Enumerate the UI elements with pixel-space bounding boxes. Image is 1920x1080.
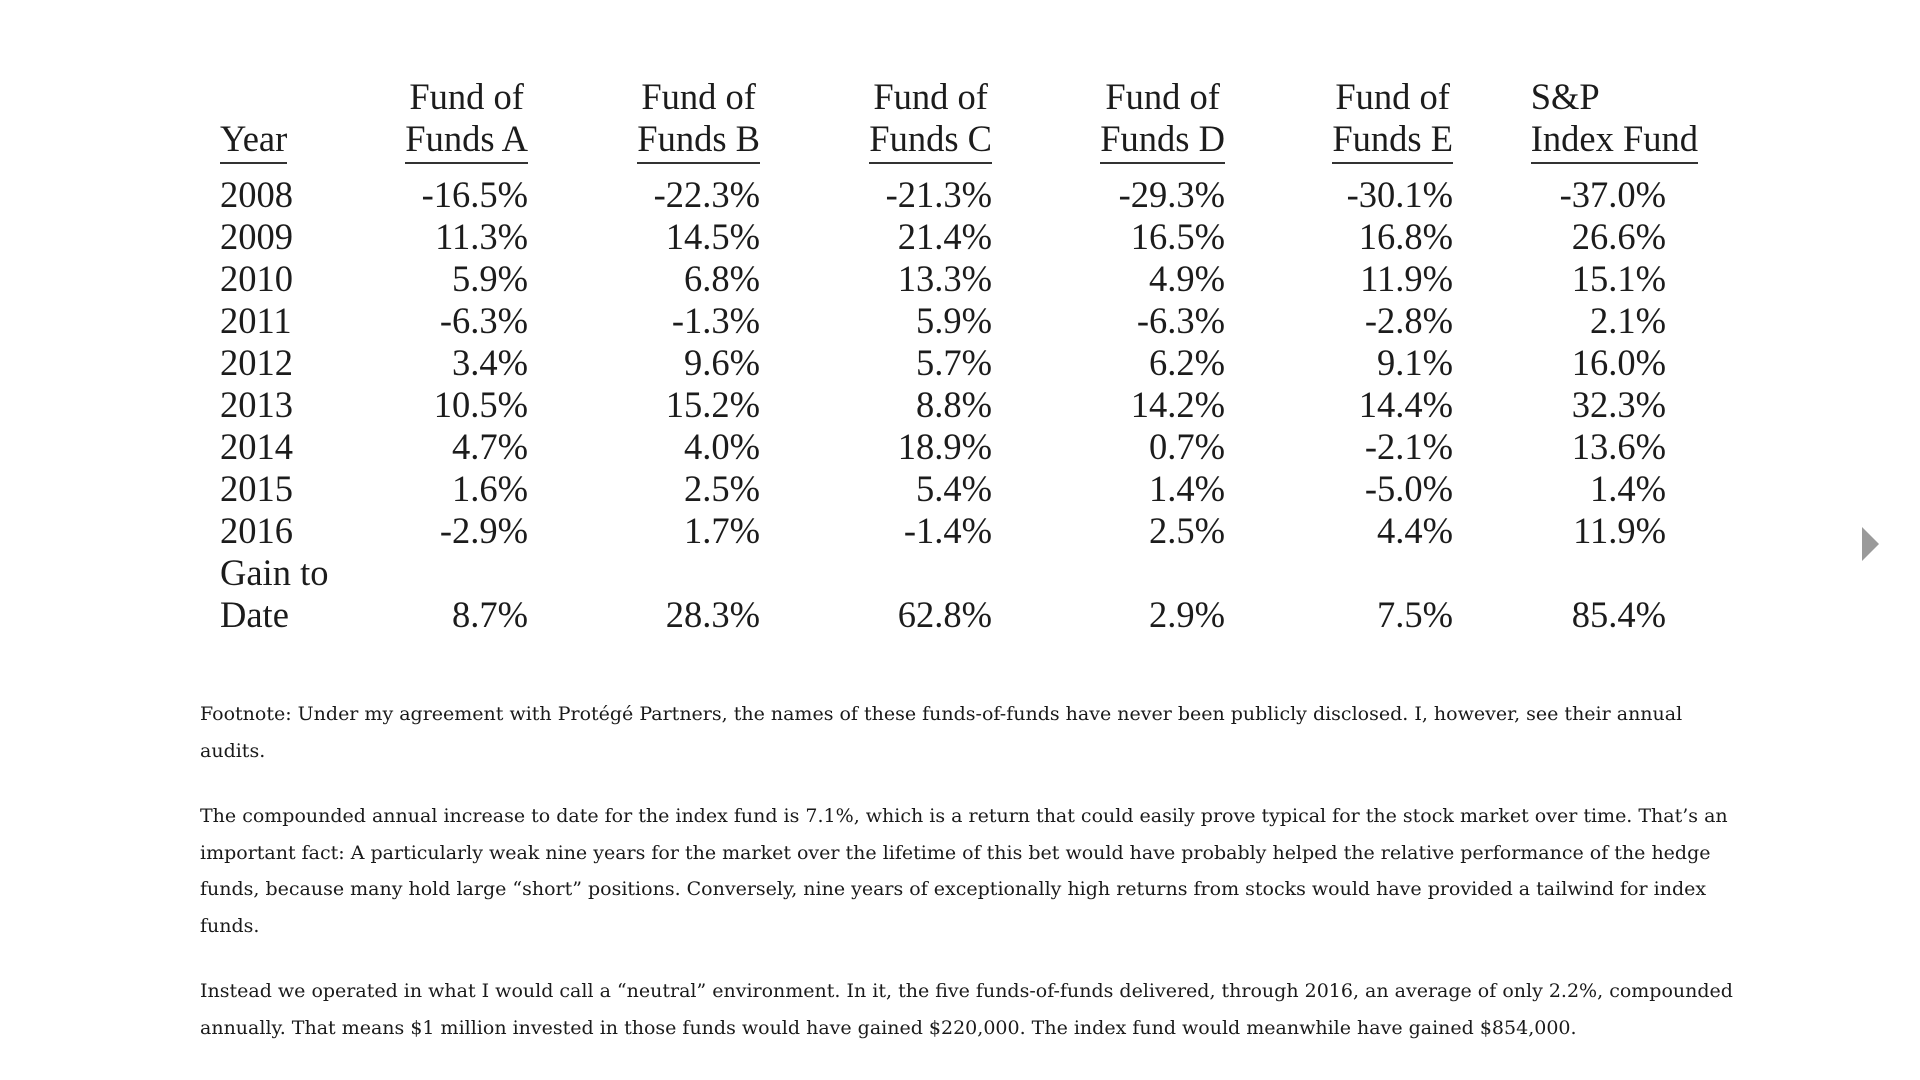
article-text: Footnote: Under my agreement with Protég… xyxy=(200,696,1750,1075)
table-row: 2009 11.3% 14.5% 21.4% 16.5% 16.8% 26.6% xyxy=(220,216,1698,258)
return-cell-d: 16.5% xyxy=(1130,216,1225,257)
return-cell-a: -16.5% xyxy=(421,174,528,215)
table-row-gain-to-date: Gain to Date 8.7% 28.3% 62.8% 2.9% 7.5% 8… xyxy=(220,552,1698,636)
return-cell-c: 18.9% xyxy=(897,426,992,467)
return-cell-c: -21.3% xyxy=(885,174,992,215)
year-cell: 2009 xyxy=(220,216,293,257)
year-cell: 2016 xyxy=(220,510,293,551)
return-cell-b: 15.2% xyxy=(665,384,760,425)
return-cell-a: 3.4% xyxy=(451,342,528,383)
gain-to-date-fund-a: 8.7% xyxy=(451,594,528,635)
column-header-fund-c: Fund of Funds C xyxy=(760,68,992,170)
return-cell-d: 14.2% xyxy=(1130,384,1225,425)
return-cell-a: 4.7% xyxy=(451,426,528,467)
return-cell-e: -5.0% xyxy=(1364,468,1453,509)
gain-to-date-fund-b: 28.3% xyxy=(665,594,760,635)
table-row: 2010 5.9% 6.8% 13.3% 4.9% 11.9% 15.1% xyxy=(220,258,1698,300)
return-cell-e: 4.4% xyxy=(1376,510,1453,551)
return-cell-b: 6.8% xyxy=(683,258,760,299)
return-cell-d: 0.7% xyxy=(1148,426,1225,467)
column-header-fund-d: Fund of Funds D xyxy=(992,68,1225,170)
return-cell-e: 11.9% xyxy=(1360,258,1453,299)
table-row: 2012 3.4% 9.6% 5.7% 6.2% 9.1% 16.0% xyxy=(220,342,1698,384)
year-cell: 2012 xyxy=(220,342,293,383)
return-cell-c: 8.8% xyxy=(915,384,992,425)
return-cell-sp: 16.0% xyxy=(1571,342,1666,383)
gain-to-date-sp-index-fund: 85.4% xyxy=(1571,594,1666,635)
return-cell-b: -22.3% xyxy=(653,174,760,215)
return-cell-d: 4.9% xyxy=(1148,258,1225,299)
return-cell-b: 14.5% xyxy=(665,216,760,257)
column-header-sp-index-fund: S&P Index Fund xyxy=(1479,68,1698,170)
return-cell-b: 2.5% xyxy=(683,468,760,509)
return-cell-sp: 13.6% xyxy=(1571,426,1666,467)
column-header-fund-b: Fund of Funds B xyxy=(528,68,760,170)
return-cell-e: -2.1% xyxy=(1364,426,1453,467)
year-cell: 2011 xyxy=(220,300,292,341)
gain-to-date-fund-e: 7.5% xyxy=(1376,594,1453,635)
column-header-fund-e: Fund of Funds E xyxy=(1225,68,1479,170)
return-cell-b: -1.3% xyxy=(671,300,760,341)
return-cell-b: 1.7% xyxy=(683,510,760,551)
table-body: 2008 -16.5% -22.3% -21.3% -29.3% -30.1% -37.0%… xyxy=(220,170,1698,552)
fund-performance-table: Year Fund of Funds A Fund of Funds B Fund … xyxy=(220,68,1698,636)
return-cell-a: 10.5% xyxy=(433,384,528,425)
return-cell-d: 6.2% xyxy=(1148,342,1225,383)
fund-performance-table-container: Year Fund of Funds A Fund of Funds B Fund … xyxy=(220,68,1698,636)
return-cell-d: -29.3% xyxy=(1118,174,1225,215)
return-cell-sp: 2.1% xyxy=(1589,300,1666,341)
return-cell-a: -2.9% xyxy=(439,510,528,551)
return-cell-e: -2.8% xyxy=(1364,300,1453,341)
year-cell: 2013 xyxy=(220,384,293,425)
return-cell-a: 5.9% xyxy=(451,258,528,299)
return-cell-c: 21.4% xyxy=(897,216,992,257)
return-cell-c: -1.4% xyxy=(903,510,992,551)
body-paragraph-2: Instead we operated in what I would call… xyxy=(200,980,1733,1039)
year-cell: 2014 xyxy=(220,426,293,467)
return-cell-b: 4.0% xyxy=(683,426,760,467)
return-cell-a: -6.3% xyxy=(439,300,528,341)
return-cell-e: 16.8% xyxy=(1358,216,1453,257)
return-cell-c: 5.9% xyxy=(915,300,992,341)
return-cell-sp: -37.0% xyxy=(1559,174,1666,215)
return-cell-c: 5.7% xyxy=(915,342,992,383)
table-row: 2016 -2.9% 1.7% -1.4% 2.5% 4.4% 11.9% xyxy=(220,510,1698,552)
column-header-year: Year xyxy=(220,68,346,170)
return-cell-d: 2.5% xyxy=(1148,510,1225,551)
year-cell: 2015 xyxy=(220,468,293,509)
footnote-paragraph: Footnote: Under my agreement with Protég… xyxy=(200,703,1683,762)
return-cell-sp: 15.1% xyxy=(1571,258,1666,299)
return-cell-d: -6.3% xyxy=(1136,300,1225,341)
return-cell-a: 11.3% xyxy=(435,216,528,257)
gain-to-date-label: Gain to Date xyxy=(220,552,329,635)
table-header-row: Year Fund of Funds A Fund of Funds B Fund … xyxy=(220,68,1698,170)
gain-to-date-fund-c: 62.8% xyxy=(897,594,992,635)
table-row: 2008 -16.5% -22.3% -21.3% -29.3% -30.1% -37.0% xyxy=(220,170,1698,216)
gain-to-date-fund-d: 2.9% xyxy=(1148,594,1225,635)
return-cell-sp: 11.9% xyxy=(1573,510,1666,551)
table-row: 2014 4.7% 4.0% 18.9% 0.7% -2.1% 13.6% xyxy=(220,426,1698,468)
return-cell-sp: 32.3% xyxy=(1571,384,1666,425)
return-cell-d: 1.4% xyxy=(1148,468,1225,509)
year-cell: 2008 xyxy=(220,174,293,215)
table-row: 2015 1.6% 2.5% 5.4% 1.4% -5.0% 1.4% xyxy=(220,468,1698,510)
return-cell-e: 14.4% xyxy=(1358,384,1453,425)
return-cell-e: -30.1% xyxy=(1346,174,1453,215)
return-cell-a: 1.6% xyxy=(451,468,528,509)
body-paragraph-1: The compounded annual increase to date f… xyxy=(200,805,1728,937)
return-cell-c: 5.4% xyxy=(915,468,992,509)
year-cell: 2010 xyxy=(220,258,293,299)
column-header-fund-a: Fund of Funds A xyxy=(346,68,528,170)
return-cell-c: 13.3% xyxy=(897,258,992,299)
return-cell-sp: 1.4% xyxy=(1589,468,1666,509)
return-cell-sp: 26.6% xyxy=(1571,216,1666,257)
next-arrow-icon[interactable] xyxy=(1862,527,1879,561)
table-row: 2011 -6.3% -1.3% 5.9% -6.3% -2.8% 2.1% xyxy=(220,300,1698,342)
return-cell-b: 9.6% xyxy=(683,342,760,383)
return-cell-e: 9.1% xyxy=(1376,342,1453,383)
table-row: 2013 10.5% 15.2% 8.8% 14.2% 14.4% 32.3% xyxy=(220,384,1698,426)
